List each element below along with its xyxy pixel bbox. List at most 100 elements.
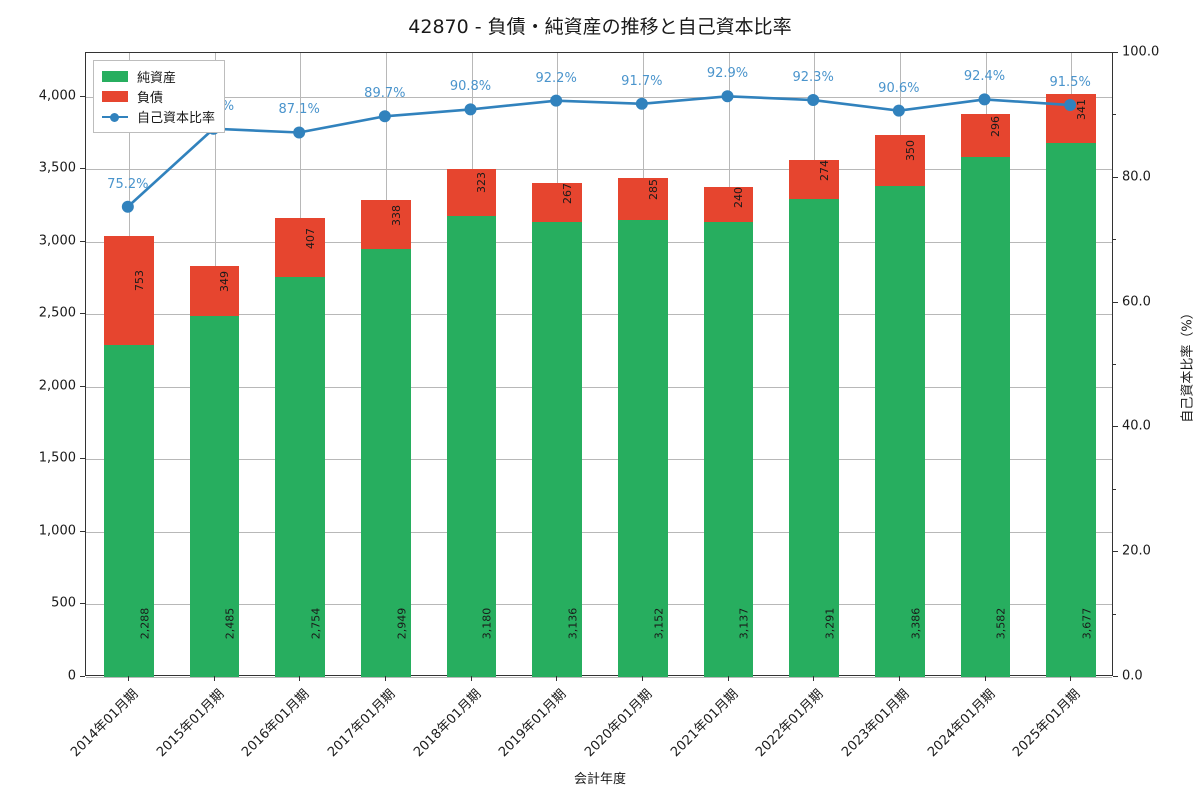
x-axis-tick-label: 2021年01月期 xyxy=(667,686,741,761)
x-axis-tick xyxy=(556,676,558,681)
equity-ratio-value-label: 92.2% xyxy=(535,70,577,86)
y-axis-left-tick xyxy=(80,385,85,387)
equity-ratio-value-label: 90.8% xyxy=(449,79,492,95)
x-axis-tick xyxy=(898,676,900,681)
bar-label-equity-wrap: 3,582 xyxy=(985,608,1017,640)
y-axis-right-tick-label: 60.0 xyxy=(1122,294,1151,310)
bar-segment-equity[interactable]: 2,485 xyxy=(189,316,240,677)
x-axis-tick xyxy=(384,676,386,681)
bar-segment-liabilities[interactable]: 296 xyxy=(960,114,1011,158)
x-axis-tick-label: 2024年01月期 xyxy=(924,686,998,761)
y-axis-left-tick-label: 1,500 xyxy=(38,450,76,466)
bar-segment-equity[interactable]: 3,386 xyxy=(874,185,925,677)
bar-label-equity: 3,677 xyxy=(1080,607,1094,640)
bar-label-liabilities: 267 xyxy=(561,183,575,205)
bar-label-liabilities: 407 xyxy=(304,227,318,249)
x-axis-tick xyxy=(984,676,986,681)
bar-segment-equity[interactable]: 2,949 xyxy=(360,249,411,677)
x-axis-tick xyxy=(470,676,472,681)
bar-segment-liabilities[interactable]: 407 xyxy=(275,218,325,278)
y-axis-left-tick-label: 4,000 xyxy=(38,88,76,104)
y-axis-right-tick xyxy=(1113,426,1118,428)
bar-label-liabilities-wrap: 349 xyxy=(214,271,235,292)
bar-label-liabilities-wrap: 296 xyxy=(985,116,1006,137)
y-axis-left-tick xyxy=(80,240,85,242)
bar-segment-liabilities[interactable]: 323 xyxy=(446,168,497,216)
bar-label-equity-wrap: 3,386 xyxy=(900,608,932,640)
y-axis-left-label: 金額（百万円） xyxy=(0,265,2,465)
bar-segment-liabilities[interactable]: 285 xyxy=(617,178,668,220)
bar-segment-liabilities[interactable]: 338 xyxy=(360,200,411,250)
x-axis-tick xyxy=(641,676,643,681)
x-axis-tick-label: 2019年01月期 xyxy=(496,686,570,761)
bar-label-liabilities-wrap: 285 xyxy=(643,179,664,200)
legend-item-equity-ratio[interactable]: 自己資本比率 xyxy=(102,106,215,126)
bar-segment-equity[interactable]: 3,291 xyxy=(789,199,839,677)
bar-label-liabilities: 296 xyxy=(989,115,1003,137)
gridline-horizontal xyxy=(86,604,1112,606)
chart-title: 42870 - 負債・純資産の推移と自己資本比率 xyxy=(408,16,792,38)
equity-ratio-value-label: 92.4% xyxy=(963,69,1006,85)
x-axis-tick xyxy=(727,676,729,681)
bar-segment-equity[interactable]: 3,677 xyxy=(1046,143,1096,677)
bar-label-liabilities: 285 xyxy=(646,178,660,200)
bar-label-liabilities-wrap: 407 xyxy=(300,228,321,249)
gridline-horizontal xyxy=(86,314,1112,316)
legend-line-equity-ratio xyxy=(102,111,128,122)
bar-segment-liabilities[interactable]: 350 xyxy=(874,134,925,186)
legend-item-liabilities[interactable]: 負債 xyxy=(102,86,215,106)
y-axis-right-tick xyxy=(1113,52,1118,53)
bar-label-liabilities: 350 xyxy=(903,140,917,162)
legend-swatch-liabilities xyxy=(102,90,128,102)
bar-segment-equity[interactable]: 3,180 xyxy=(446,215,497,677)
bar-label-equity: 3,386 xyxy=(909,607,923,640)
bar-segment-liabilities[interactable]: 267 xyxy=(532,183,582,222)
y-axis-left-tick xyxy=(80,676,85,677)
bar-segment-liabilities[interactable]: 240 xyxy=(703,186,754,222)
x-axis-label: 会計年度 xyxy=(573,772,626,787)
bar-segment-equity[interactable]: 2,288 xyxy=(103,344,154,677)
bar-label-liabilities-wrap: 341 xyxy=(1071,99,1092,120)
bar-segment-equity[interactable]: 3,152 xyxy=(617,219,668,677)
x-axis-tick-label: 2014年01月期 xyxy=(67,686,142,761)
y-axis-right-minor-tick xyxy=(1113,114,1116,116)
x-axis-tick-label: 2022年01月期 xyxy=(753,686,827,761)
y-axis-left-tick-label: 2,000 xyxy=(38,378,76,394)
x-axis-tick-label: 2025年01月期 xyxy=(1010,686,1084,761)
bar-label-equity-wrap: 2,288 xyxy=(129,608,161,640)
gridline-horizontal xyxy=(86,386,1112,388)
bar-label-equity-wrap: 2,949 xyxy=(386,608,418,640)
bar-segment-liabilities[interactable]: 274 xyxy=(789,159,839,200)
bar-segment-equity[interactable]: 2,754 xyxy=(275,277,325,677)
gridline-horizontal xyxy=(86,96,1112,98)
bar-label-liabilities-wrap: 274 xyxy=(814,160,835,181)
x-axis-tick xyxy=(213,676,215,681)
y-axis-right-minor-tick xyxy=(1113,239,1116,241)
y-axis-right-tick xyxy=(1113,176,1118,178)
bar-label-liabilities-wrap: 267 xyxy=(557,183,578,204)
bar-label-equity-wrap: 3,180 xyxy=(471,608,503,640)
bar-label-equity-wrap: 3,677 xyxy=(1071,608,1103,640)
bar-segment-equity[interactable]: 3,582 xyxy=(960,157,1011,677)
legend-item-equity[interactable]: 純資産 xyxy=(102,66,215,86)
y-axis-left-tick-label: 500 xyxy=(51,595,76,611)
bar-label-liabilities: 323 xyxy=(475,172,489,194)
bar-label-equity: 3,136 xyxy=(566,607,580,640)
equity-ratio-value-label: 91.7% xyxy=(621,73,663,89)
bar-segment-liabilities[interactable]: 341 xyxy=(1046,93,1096,144)
x-axis-tick-label: 2017年01月期 xyxy=(324,686,399,761)
gridline-horizontal xyxy=(86,169,1112,171)
bar-segment-equity[interactable]: 3,137 xyxy=(703,221,754,677)
bar-segment-equity[interactable]: 3,136 xyxy=(532,221,582,677)
y-axis-right-tick-label: 80.0 xyxy=(1122,169,1151,185)
legend-swatch-equity xyxy=(102,70,128,82)
bar-label-liabilities-wrap: 753 xyxy=(129,270,150,291)
x-axis-tick-label: 2016年01月期 xyxy=(239,686,313,761)
gridline-horizontal xyxy=(86,677,1112,678)
bar-label-liabilities-wrap: 240 xyxy=(728,187,749,208)
bar-segment-liabilities[interactable]: 349 xyxy=(189,265,240,317)
x-axis-tick xyxy=(1070,676,1072,681)
y-axis-right-minor-tick xyxy=(1113,488,1116,490)
bar-segment-liabilities[interactable]: 753 xyxy=(103,235,154,345)
